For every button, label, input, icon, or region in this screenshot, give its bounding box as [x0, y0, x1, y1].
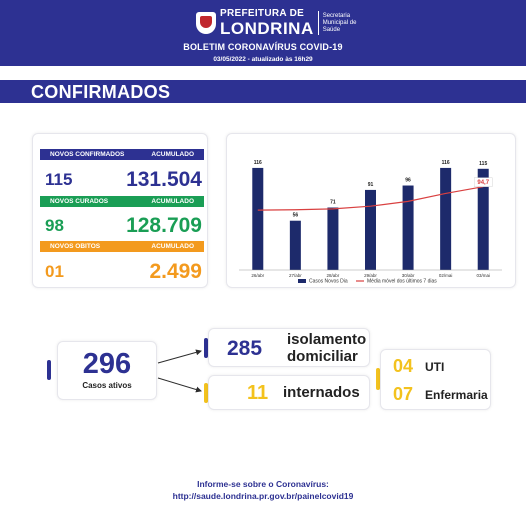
deaths-row: 01 2.499	[40, 260, 204, 284]
bar	[327, 207, 339, 270]
city-logo: PREFEITURA DE LONDRINA Secretaria Munici…	[196, 9, 356, 37]
home-isolation-label: isolamento domiciliar	[287, 331, 366, 365]
confirmed-cumulative-label: ACUMULADO	[151, 151, 194, 158]
data-label: 115	[479, 161, 487, 167]
secretariat-line: Saúde	[322, 26, 341, 33]
active-accent-bar	[47, 360, 51, 380]
new-deaths-value: 01	[45, 262, 64, 281]
home-isolation-label-line: domiciliar	[287, 348, 358, 365]
confirmed-row: 115 131.504	[40, 168, 204, 192]
hospitalized-label: internados	[283, 384, 360, 401]
bar	[477, 168, 489, 270]
stats-card: NOVOS CONFIRMADOS ACUMULADO 115 131.504 …	[32, 133, 208, 288]
home-isolation-label-line: isolamento	[287, 331, 367, 348]
secretariat-line: Secretaria	[322, 12, 351, 19]
new-deaths-label: NOVOS OBITOS	[50, 243, 101, 250]
new-recovered-label: NOVOS CURADOS	[50, 198, 109, 205]
hospitalized-value: 11	[247, 382, 269, 404]
moving-average-line	[257, 186, 484, 211]
hospitalized-box: 11 internados	[208, 375, 370, 410]
active-cases-value: 296	[82, 348, 132, 380]
footer-link[interactable]: http://saude.londrina.pr.gov.br/painelco…	[172, 491, 354, 501]
ward-label: Enfermaria	[425, 387, 488, 402]
x-tick-label: 02/mai	[439, 273, 453, 278]
logo-small-text: PREFEITURA DE	[220, 8, 305, 19]
bulletin-date: 03/05/2022 - atualizado às 16h29	[213, 56, 313, 63]
new-confirmed-label: NOVOS CONFIRMADOS	[50, 151, 125, 158]
secretariat-text: Secretaria Municipal de Saúde	[323, 13, 357, 34]
data-label: 96	[405, 178, 411, 184]
bar	[252, 167, 264, 270]
daily-cases-chart: 116 26/abr 56 27/abr 71 28/abr 91 29/abr 96 30/ab…	[239, 160, 502, 285]
data-label: 116	[442, 160, 450, 166]
average-label-box	[474, 177, 493, 187]
secretariat-line: Municipal de	[322, 19, 357, 26]
x-tick-label: 30/abr	[402, 273, 415, 278]
confirmed-total-value: 131.504	[126, 168, 202, 191]
legend-bar-swatch	[298, 279, 306, 283]
x-tick-label: 26/abr	[251, 273, 264, 278]
hospital-breakdown-box: 04 UTI 07 Enfermaria	[380, 349, 491, 410]
bulletin-title: BOLETIM CORONAVÍRUS COVID-19	[183, 42, 343, 52]
x-tick-label: 29/abr	[364, 273, 377, 278]
section-banner: CONFIRMADOS	[0, 80, 526, 103]
header: PREFEITURA DE LONDRINA Secretaria Munici…	[0, 0, 526, 66]
logo-big-text: LONDRINA	[220, 19, 314, 38]
bar	[365, 189, 376, 270]
data-label: 116	[254, 160, 262, 166]
bar	[289, 220, 301, 270]
recovered-total-value: 128.709	[126, 214, 202, 237]
active-cases-label: Casos ativos	[82, 381, 132, 390]
home-isolation-box: 285 isolamento domiciliar	[208, 328, 370, 367]
average-data-label: 94,7	[477, 180, 489, 186]
coat-of-arms-icon	[196, 12, 216, 34]
isolation-accent-bar	[204, 338, 208, 358]
logo-divider	[317, 11, 319, 35]
footer-info-text: Informe-se sobre o Coronavírus:	[197, 479, 329, 489]
ward-value: 07	[393, 384, 414, 404]
section-title: CONFIRMADOS	[31, 82, 171, 102]
legend-line-label: Média móvel dos últimos 7 dias	[367, 279, 437, 285]
ward-row: 07 Enfermaria	[393, 384, 488, 405]
data-label: 56	[293, 213, 299, 219]
chart-card: 116 26/abr 56 27/abr 71 28/abr 91 29/abr 96 30/ab…	[226, 133, 516, 288]
breakdown-accent-bar	[376, 368, 380, 390]
hospitalized-accent-bar	[204, 383, 208, 403]
icu-value: 04	[393, 356, 414, 376]
legend-bar-label: Casos Novos Dia	[309, 279, 348, 285]
icu-row: 04 UTI	[393, 356, 444, 377]
arrow-to-hospitalized	[157, 377, 202, 393]
bar	[440, 167, 452, 270]
deaths-header-bar: NOVOS OBITOS ACUMULADO	[40, 241, 204, 252]
home-isolation-value: 285	[227, 337, 263, 360]
x-tick-label: 03/mai	[476, 273, 490, 278]
deaths-total-value: 2.499	[149, 260, 202, 283]
data-label: 71	[330, 200, 336, 206]
new-confirmed-value: 115	[45, 170, 73, 189]
new-recovered-value: 98	[45, 216, 64, 235]
icu-label: UTI	[425, 359, 445, 374]
confirmed-header-bar: NOVOS CONFIRMADOS ACUMULADO	[40, 149, 204, 160]
x-tick-label: 27/abr	[289, 273, 302, 278]
bar	[402, 185, 414, 270]
x-tick-label: 28/abr	[327, 273, 340, 278]
logo-wordmark: PREFEITURA DE LONDRINA	[220, 8, 314, 38]
recovered-row: 98 128.709	[40, 214, 204, 238]
active-cases-box: 296 Casos ativos	[57, 341, 157, 400]
recovered-header-bar: NOVOS CURADOS ACUMULADO	[40, 196, 204, 207]
arrow-to-isolation	[157, 349, 202, 364]
data-label: 91	[368, 182, 374, 188]
recovered-cumulative-label: ACUMULADO	[151, 198, 194, 205]
deaths-cumulative-label: ACUMULADO	[151, 243, 194, 250]
